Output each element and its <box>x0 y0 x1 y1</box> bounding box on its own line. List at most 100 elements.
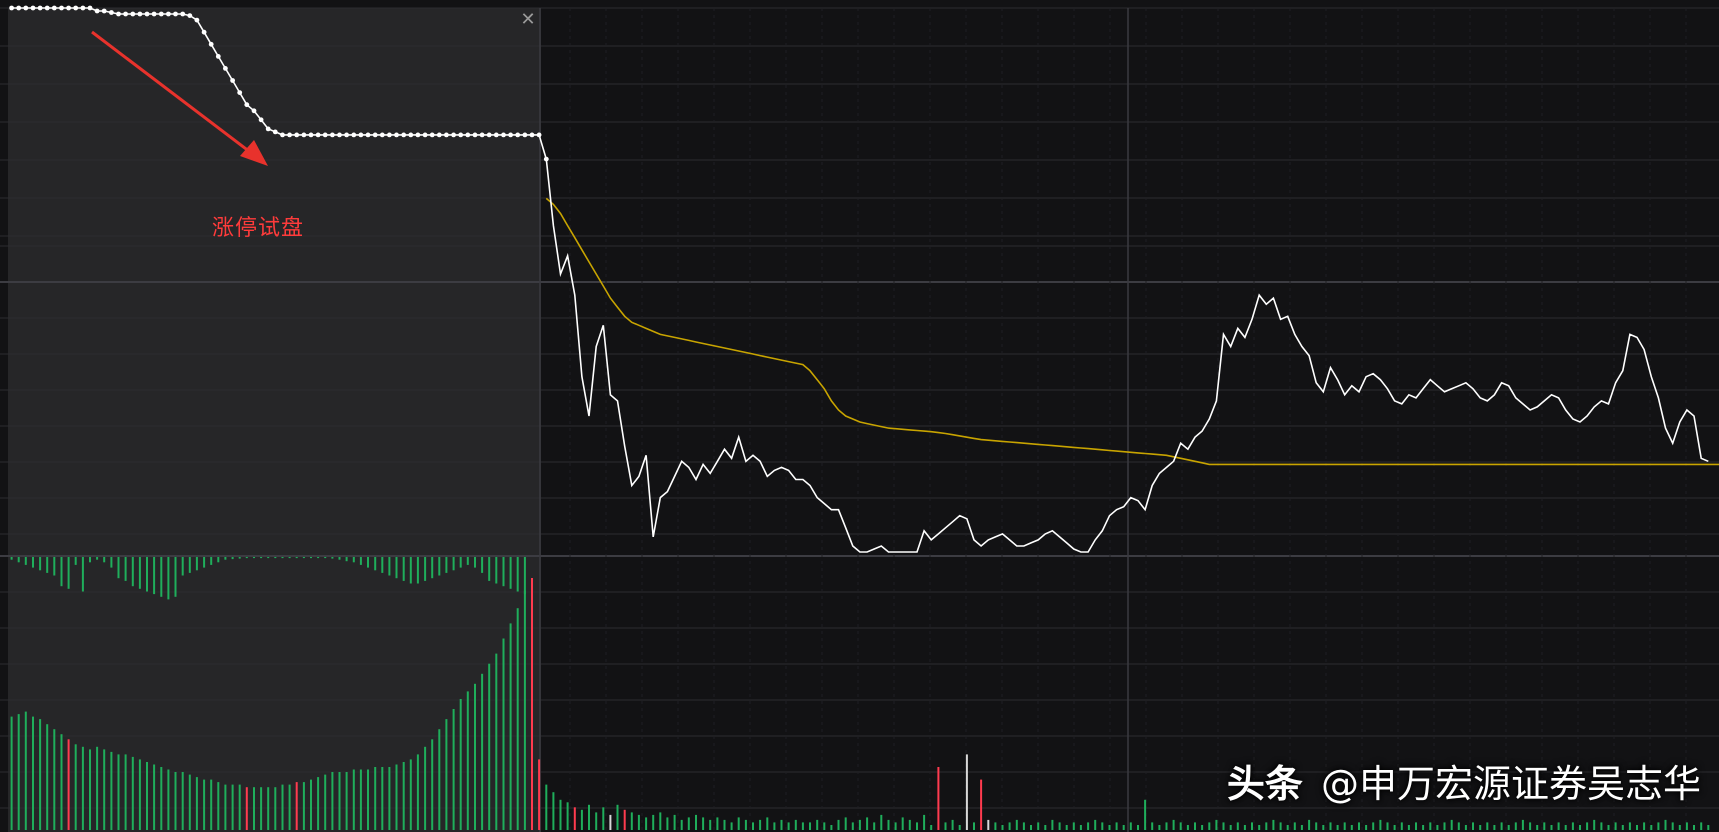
indicator-bar <box>466 557 469 565</box>
volume-bar <box>716 817 719 830</box>
volume-bar <box>459 699 462 830</box>
volume-bar <box>1407 825 1410 830</box>
indicator-bar <box>103 557 106 563</box>
volume-bar <box>595 812 598 830</box>
indicator-bar <box>274 557 277 559</box>
indicator-bar <box>324 557 327 559</box>
volume-bar <box>538 759 541 830</box>
price-point <box>151 11 157 17</box>
volume-bar <box>1308 819 1311 830</box>
volume-bar <box>1450 819 1453 830</box>
volume-bar <box>666 817 669 830</box>
volume-bars <box>10 578 1710 830</box>
volume-bar <box>502 638 505 830</box>
price-point <box>130 11 136 17</box>
volume-bar <box>1101 822 1104 830</box>
indicator-bar <box>24 557 27 565</box>
volume-bar <box>980 779 983 830</box>
price-point <box>379 132 385 138</box>
close-icon[interactable]: ✕ <box>520 9 536 30</box>
price-point <box>215 54 221 59</box>
indicator-bar <box>488 557 491 581</box>
volume-bar <box>994 822 997 830</box>
price-point <box>543 156 549 162</box>
volume-bar <box>1358 822 1360 830</box>
indicator-bar <box>17 557 20 563</box>
volume-bar <box>1386 822 1389 830</box>
volume-bar <box>1215 819 1218 830</box>
volume-bar <box>1293 822 1296 830</box>
volume-bar <box>317 777 320 830</box>
volume-bar <box>1243 825 1246 830</box>
price-point <box>408 132 414 138</box>
volume-bar <box>445 719 448 830</box>
price-point <box>308 132 314 138</box>
volume-bar <box>1236 822 1239 830</box>
volume-bar <box>138 759 141 830</box>
volume-bar <box>1593 819 1596 830</box>
volume-bar <box>374 767 377 830</box>
indicator-bar <box>267 557 270 559</box>
volume-bar <box>253 787 255 830</box>
volume-bar <box>987 819 990 830</box>
volume-bar <box>602 807 605 830</box>
volume-bar <box>188 774 191 830</box>
price-point <box>101 8 107 14</box>
indicator-bar <box>96 557 99 560</box>
price-point <box>472 132 478 138</box>
volume-bar <box>488 663 491 830</box>
price-point <box>458 132 464 138</box>
price-point <box>258 117 264 123</box>
volume-bar <box>452 709 455 830</box>
indicator-bar <box>195 557 198 571</box>
volume-bar <box>702 817 705 830</box>
volume-bar <box>60 734 63 830</box>
volume-bar <box>787 822 790 830</box>
indicator-bar <box>117 557 120 579</box>
volume-bar <box>431 739 434 830</box>
indicator-bar <box>260 557 263 559</box>
volume-bar <box>1108 825 1111 830</box>
volume-bar <box>1500 822 1503 830</box>
volume-bar <box>923 814 926 830</box>
indicator-bar <box>124 557 127 581</box>
price-point <box>80 5 86 11</box>
volume-bar <box>780 819 783 830</box>
price-point <box>208 41 214 47</box>
price-point <box>73 5 79 11</box>
volume-bar <box>1172 819 1175 830</box>
volume-bar <box>752 822 754 830</box>
indicator-bar <box>338 557 341 560</box>
volume-bar <box>1201 825 1204 830</box>
price-point <box>444 132 449 138</box>
indicator-bar <box>160 557 163 597</box>
volume-bar <box>573 807 576 830</box>
volume-bar <box>1436 825 1439 830</box>
volume-bar <box>1322 825 1325 830</box>
price-point <box>94 8 100 14</box>
volume-bar <box>1122 825 1125 830</box>
volume-bar <box>1700 822 1703 830</box>
volume-bar <box>260 787 263 830</box>
volume-bar <box>709 819 712 830</box>
volume-bar <box>1514 822 1517 830</box>
volume-bar <box>1087 822 1090 830</box>
volume-bar <box>1707 825 1710 830</box>
volume-bar <box>402 762 405 830</box>
indicator-bar <box>203 557 206 568</box>
volume-bar <box>1529 822 1532 830</box>
indicator-bar <box>146 557 148 592</box>
price-point <box>244 102 250 108</box>
indicator-bar <box>60 557 63 587</box>
volume-bar <box>438 729 441 830</box>
price-point <box>365 132 371 138</box>
volume-bar <box>858 819 861 830</box>
indicator-bar <box>245 557 248 559</box>
volume-bar <box>288 784 291 830</box>
volume-bar <box>1265 822 1268 830</box>
volume-bar <box>1372 822 1375 830</box>
volume-bar <box>24 711 27 830</box>
price-point <box>536 132 542 138</box>
volume-bar <box>531 578 533 830</box>
volume-bar <box>1315 822 1318 830</box>
